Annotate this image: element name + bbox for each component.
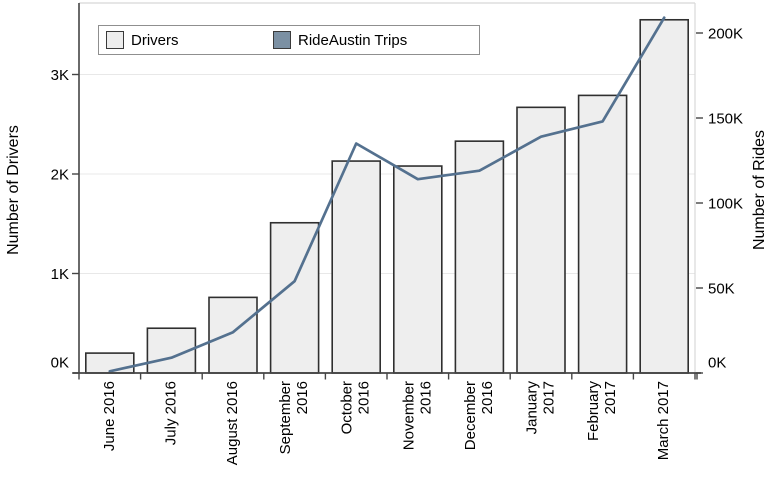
legend-label-rideaustin-trips: RideAustin Trips bbox=[298, 32, 408, 49]
right-tick-label: 50K bbox=[708, 280, 735, 297]
x-tick-label-2: July 2016 bbox=[162, 381, 179, 445]
drivers-swatch-icon bbox=[106, 31, 124, 49]
right-tick-label: 100K bbox=[708, 195, 743, 212]
drivers-bar-3 bbox=[208, 296, 258, 374]
legend: Drivers RideAustin Trips bbox=[98, 25, 480, 55]
drivers-bar-10 bbox=[639, 18, 690, 374]
rideaustin-trips-swatch-icon bbox=[273, 31, 291, 49]
right-axis-title: Number of Rides bbox=[751, 129, 768, 251]
left-tick-label: 0K bbox=[51, 354, 69, 371]
right-tick-label: 150K bbox=[708, 110, 743, 127]
legend-label-drivers: Drivers bbox=[131, 32, 179, 49]
rideaustin-trips-line bbox=[108, 16, 666, 373]
x-tick-label-7: December2016 bbox=[462, 381, 496, 450]
left-axis-title: Number of Drivers bbox=[5, 125, 22, 255]
x-tick-label-5: October2016 bbox=[339, 381, 373, 434]
x-tick-label-10: March 2017 bbox=[655, 381, 672, 460]
left-tick-label: 2K bbox=[51, 166, 69, 183]
drivers-bar-8 bbox=[516, 106, 566, 374]
drivers-bar-5 bbox=[331, 160, 382, 374]
x-tick-label-9: February2017 bbox=[585, 381, 619, 442]
drivers-bar-9 bbox=[577, 94, 628, 374]
x-tick-label-6: November2016 bbox=[400, 381, 434, 450]
right-tick-label: 200K bbox=[708, 25, 743, 42]
x-tick-label-1: June 2016 bbox=[101, 381, 118, 451]
left-tick-label: 1K bbox=[51, 266, 69, 283]
x-tick-label-4: September2016 bbox=[277, 381, 311, 454]
drivers-bar-7 bbox=[454, 140, 505, 374]
x-tick-label-3: August 2016 bbox=[224, 381, 241, 465]
left-tick-label: 3K bbox=[51, 67, 69, 84]
right-tick-label: 0K bbox=[708, 354, 726, 371]
x-tick-label-8: January2017 bbox=[524, 381, 558, 435]
drivers-bar-6 bbox=[392, 165, 443, 374]
